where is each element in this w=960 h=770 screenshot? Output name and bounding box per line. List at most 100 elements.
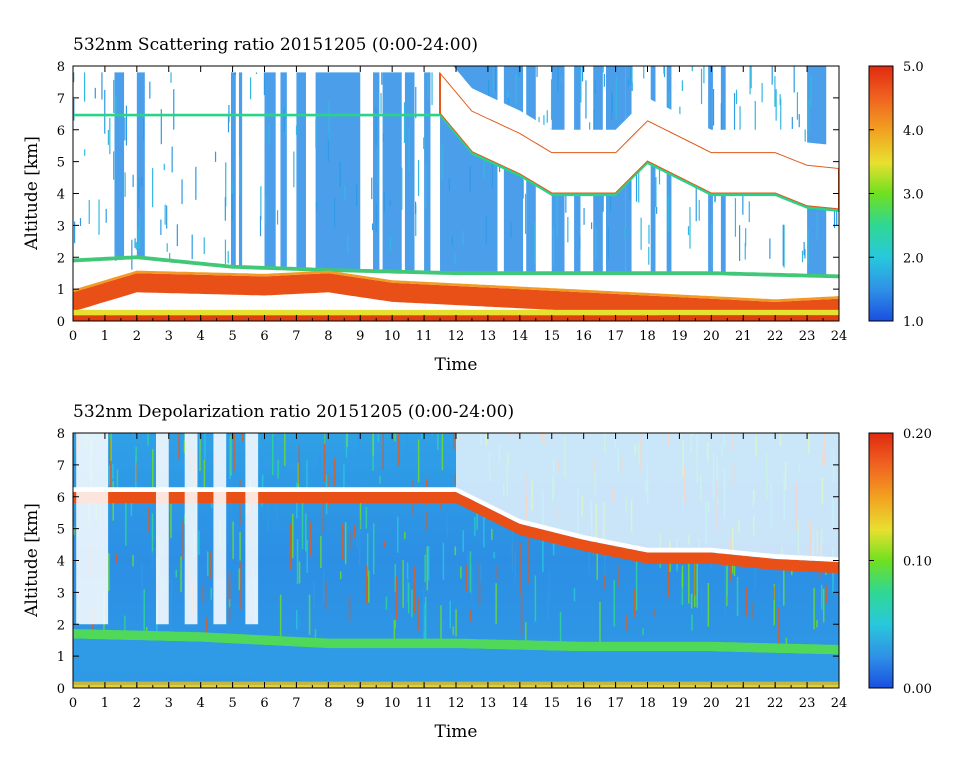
data-texture [687, 226, 690, 236]
data-texture [372, 523, 375, 575]
data-texture [691, 66, 693, 72]
data-texture [169, 252, 171, 260]
data-texture [389, 236, 391, 252]
data-texture [638, 170, 640, 203]
colorbar-ticks: 0.00 0.10 0.20 [869, 427, 932, 697]
data-texture [88, 199, 90, 224]
x-tick-label: 22 [767, 696, 784, 711]
data-texture [752, 602, 755, 620]
y-axis-label: Altitude [km] [22, 503, 42, 618]
x-tick-label: 15 [543, 696, 560, 711]
data-texture [203, 237, 205, 255]
data-texture [603, 574, 605, 590]
data-texture [454, 474, 457, 486]
data-texture [808, 99, 810, 135]
data-texture [198, 530, 200, 555]
data-texture [308, 594, 311, 635]
data-texture [115, 95, 117, 117]
x-tick-label: 1 [101, 329, 109, 344]
data-texture [427, 545, 430, 581]
data-texture [143, 118, 145, 141]
data-texture [139, 213, 141, 248]
data-texture [130, 497, 133, 517]
data-texture [271, 433, 274, 476]
data-texture [309, 521, 312, 557]
y-tick-label: 4 [57, 188, 65, 203]
x-tick-label: 13 [480, 329, 497, 344]
x-tick-label: 20 [703, 696, 720, 711]
data-texture [224, 239, 227, 264]
data-texture [115, 553, 118, 563]
data-texture [615, 76, 617, 120]
data-texture [528, 537, 530, 584]
data-texture [460, 566, 462, 579]
data-texture [385, 596, 388, 610]
data-texture [423, 616, 426, 626]
data-texture [643, 66, 645, 79]
data-texture [774, 76, 776, 107]
data-texture [231, 184, 233, 222]
data-texture [151, 513, 154, 554]
data-texture [441, 433, 444, 471]
data-texture [550, 79, 553, 120]
data-texture [343, 464, 345, 493]
data-texture [690, 593, 693, 609]
data-texture [109, 438, 111, 490]
data-texture [166, 243, 168, 252]
data-texture [469, 551, 472, 593]
data-texture [411, 589, 413, 618]
data-texture [780, 98, 782, 130]
x-axis: 0 1 2 3 4 5 6 7 8 9 10 11 12 13 14 15 16 17 18 19 20 21 22 23 24 [69, 433, 847, 711]
data-texture [124, 615, 126, 642]
aerosol-layer-edge [73, 270, 839, 302]
surface-layer-edge [73, 255, 839, 279]
data-texture [178, 433, 180, 460]
x-tick-label: 2 [133, 329, 141, 344]
data-texture [202, 585, 205, 604]
data-texture [546, 110, 548, 123]
data-texture [357, 433, 360, 453]
y-tick-label: 2 [57, 251, 65, 266]
x-tick-label: 21 [735, 329, 752, 344]
data-texture [585, 80, 587, 119]
data-texture [132, 174, 134, 188]
data-texture [353, 525, 356, 539]
no-data-column [213, 433, 227, 625]
data-texture [467, 553, 469, 589]
data-texture [427, 66, 429, 101]
data-texture [470, 564, 473, 602]
data-texture [424, 596, 427, 646]
data-texture [166, 205, 168, 229]
colorbar-tick-label: 0.20 [903, 427, 932, 442]
data-texture [633, 589, 636, 618]
data-streak [424, 66, 431, 273]
y-tick-label: 7 [57, 459, 65, 474]
data-texture [494, 66, 497, 91]
data-texture [124, 172, 126, 197]
data-texture [785, 637, 788, 646]
x-tick-label: 22 [767, 329, 784, 344]
x-tick-label: 14 [512, 696, 529, 711]
data-texture [240, 561, 242, 611]
data-texture [210, 551, 212, 579]
data-texture [383, 540, 386, 548]
data-texture [749, 66, 751, 95]
data-texture [745, 587, 748, 617]
cloud-base-gap [73, 487, 839, 563]
x-tick-label: 16 [575, 329, 592, 344]
data-texture [512, 541, 515, 564]
x-tick-label: 11 [416, 329, 433, 344]
colorbar-ticks: 1.0 2.0 3.0 4.0 5.0 [869, 60, 924, 330]
data-texture [379, 475, 381, 485]
y-tick-label: 6 [57, 124, 65, 139]
data-streak [238, 66, 243, 268]
x-tick-label: 15 [543, 329, 560, 344]
data-texture [183, 433, 186, 453]
colorbar-tick-label: 4.0 [903, 124, 924, 139]
y-tick-label: 0 [57, 682, 65, 697]
x-axis-label: Time [435, 355, 478, 375]
data-texture [635, 560, 638, 611]
data-texture [151, 449, 154, 493]
data-texture [469, 166, 471, 192]
data-texture [696, 560, 698, 608]
